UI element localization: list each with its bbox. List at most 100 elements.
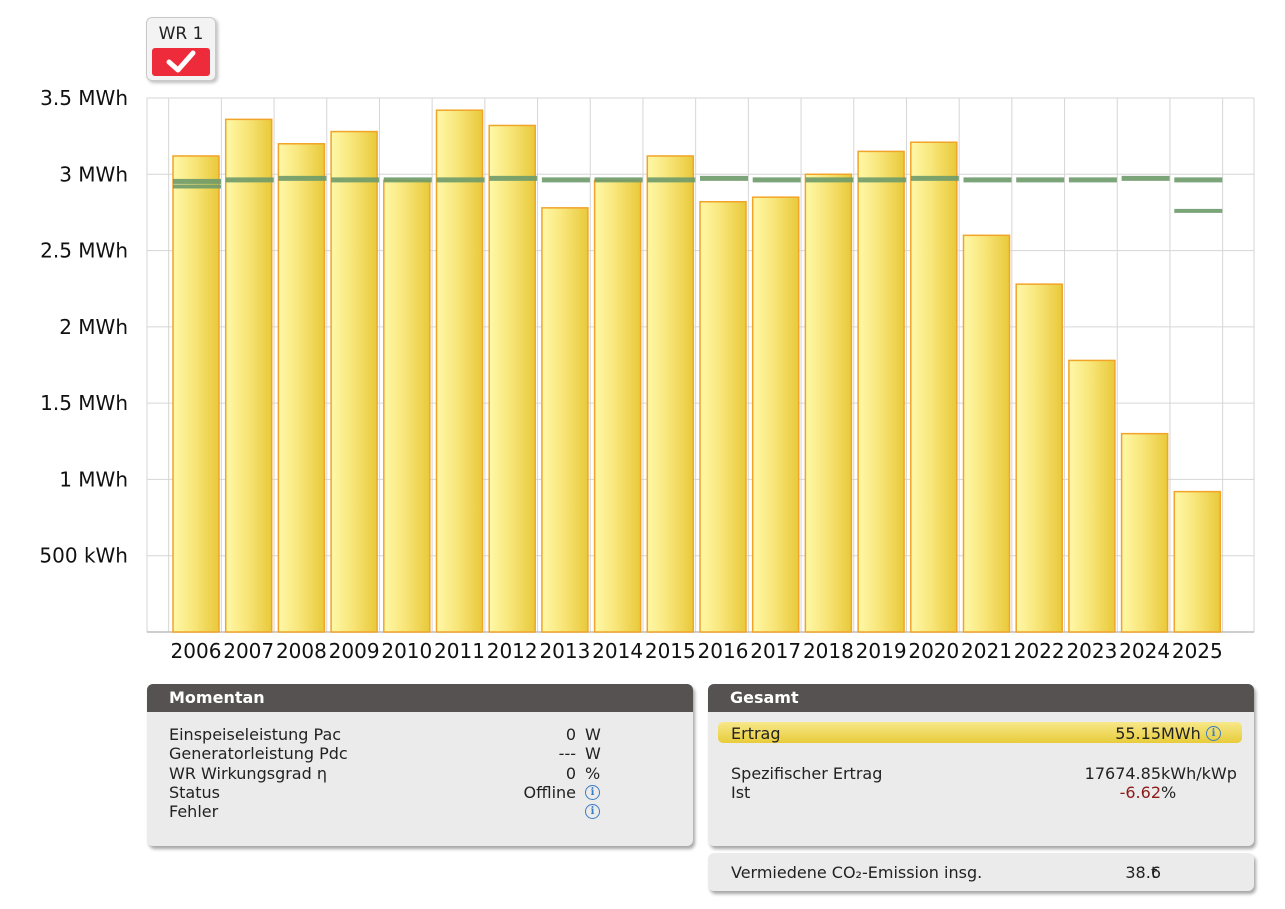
row-label: Ertrag xyxy=(731,724,781,743)
bar-2012 xyxy=(488,124,536,633)
row-value: 55.15 xyxy=(1115,724,1161,743)
row-ist: Ist -6.62 % xyxy=(731,783,1241,802)
status-info-icon[interactable]: i xyxy=(585,785,600,800)
row-unit: % xyxy=(1161,783,1177,802)
x-tick-label: 2010 xyxy=(381,639,432,663)
target-line-2022 xyxy=(1016,177,1065,183)
gesamt-title: Gesamt xyxy=(708,684,1254,712)
bar-2006 xyxy=(172,155,220,633)
bar-2008 xyxy=(277,143,326,633)
row-unit: MWh xyxy=(1161,724,1201,743)
inverter-button-label: WR 1 xyxy=(158,24,204,44)
co2-panel: Vermiedene CO₂-Emission insg. 38.6 t xyxy=(708,853,1254,891)
target-line-2009 xyxy=(331,177,380,183)
x-tick-label: 2014 xyxy=(592,639,643,663)
bar-2020 xyxy=(910,141,958,633)
x-tick-label: 2015 xyxy=(645,639,696,663)
x-axis-ticks: 2006 2007 2008 2009 2010 2011 2012 2013 2014 2015… xyxy=(171,639,1223,663)
ertrag-info-icon[interactable]: i xyxy=(1206,726,1221,741)
row-wirkungsgrad: WR Wirkungsgrad η 0 % xyxy=(169,764,669,783)
row-fehler: Fehler i xyxy=(169,802,669,821)
target-line-2011 xyxy=(436,177,485,183)
chart-bars xyxy=(172,109,1222,633)
x-tick-label: 2019 xyxy=(856,639,907,663)
row-spezifischer-ertrag: Spezifischer Ertrag 17674.85 kWh/kWp xyxy=(731,764,1241,783)
bar-2021 xyxy=(962,234,1011,633)
x-tick-label: 2013 xyxy=(539,639,590,663)
x-tick-label: 2023 xyxy=(1066,639,1117,663)
y-tick-label: 3.5 MWh xyxy=(40,86,128,110)
x-tick-label: 2009 xyxy=(329,639,380,663)
row-status: Status Offline i xyxy=(169,783,669,802)
row-unit: % xyxy=(585,764,601,783)
target-line-2025 xyxy=(1174,177,1223,183)
x-tick-label: 2021 xyxy=(961,639,1012,663)
row-label: Vermiedene CO₂-Emission insg. xyxy=(731,863,983,882)
target-line-2014 xyxy=(594,177,643,183)
extra-marker-2025 xyxy=(1174,208,1223,213)
momentan-title: Momentan xyxy=(147,684,693,712)
momentan-panel: Momentan Einspeiseleistung Pac 0 W Gener… xyxy=(147,684,693,846)
x-tick-label: 2016 xyxy=(698,639,749,663)
yearly-yield-chart: 500 kWh 1 MWh 1.5 MWh 2 MWh 2.5 MWh 3 MWh 3.5 … xyxy=(39,86,1255,663)
x-tick-label: 2024 xyxy=(1119,639,1170,663)
bar-2016 xyxy=(699,200,747,633)
row-unit: t xyxy=(1151,863,1158,882)
target-line-2016 xyxy=(700,175,748,181)
bar-2023 xyxy=(1068,359,1116,633)
bar-2017 xyxy=(751,196,800,633)
ertrag-highlight xyxy=(718,722,1242,743)
row-label: Spezifischer Ertrag xyxy=(731,764,883,783)
row-value: 0 xyxy=(565,725,576,744)
bar-2022 xyxy=(1015,283,1063,633)
target-line-2017 xyxy=(752,177,801,183)
row-value: Offline xyxy=(523,783,577,802)
y-tick-label: 2.5 MWh xyxy=(40,239,128,263)
x-tick-label: 2006 xyxy=(171,639,222,663)
target-lines xyxy=(173,175,1223,213)
x-tick-label: 2025 xyxy=(1172,639,1223,663)
row-value: 38.6 xyxy=(1125,863,1161,882)
row-unit: W xyxy=(585,725,601,744)
x-tick-label: 2022 xyxy=(1014,639,1065,663)
extra-marker-2006 xyxy=(173,184,221,189)
target-line-2023 xyxy=(1068,177,1117,183)
target-line-2006 xyxy=(173,178,221,184)
y-tick-label: 500 kWh xyxy=(39,544,128,568)
row-einspeiseleistung: Einspeiseleistung Pac 0 W xyxy=(169,725,669,744)
x-tick-label: 2020 xyxy=(908,639,959,663)
row-generatorleistung: Generatorleistung Pdc --- W xyxy=(169,744,669,763)
target-line-2008 xyxy=(278,175,327,181)
row-label: Einspeiseleistung Pac xyxy=(169,725,342,744)
row-label: Generatorleistung Pdc xyxy=(169,744,348,763)
row-co2: Vermiedene CO₂-Emission insg. 38.6 t xyxy=(731,863,1241,882)
y-tick-label: 1 MWh xyxy=(59,467,128,491)
bar-2011 xyxy=(435,109,484,633)
bar-2024 xyxy=(1120,432,1169,633)
bar-2025 xyxy=(1173,490,1222,633)
bar-2018 xyxy=(804,173,853,633)
y-tick-label: 1.5 MWh xyxy=(40,391,128,415)
target-line-2013 xyxy=(541,177,590,183)
row-label: Status xyxy=(169,783,220,802)
bar-2015 xyxy=(646,155,695,633)
target-line-2018 xyxy=(805,177,854,183)
row-value: --- xyxy=(558,744,576,763)
row-ertrag: Ertrag 55.15 MWh i xyxy=(731,724,1241,743)
y-tick-label: 2 MWh xyxy=(59,315,128,339)
row-label: WR Wirkungsgrad η xyxy=(169,764,327,783)
x-tick-label: 2011 xyxy=(434,639,485,663)
target-line-2012 xyxy=(489,175,538,181)
row-label: Ist xyxy=(731,783,751,802)
target-line-2015 xyxy=(647,177,696,183)
target-line-2021 xyxy=(963,177,1012,183)
x-tick-label: 2017 xyxy=(750,639,801,663)
target-line-2020 xyxy=(910,175,959,181)
bar-2013 xyxy=(541,207,589,633)
x-tick-label: 2008 xyxy=(276,639,327,663)
row-value: 17674.85 xyxy=(1084,764,1161,783)
fehler-info-icon[interactable]: i xyxy=(585,804,600,819)
inverter-button-wr1[interactable]: WR 1 xyxy=(146,17,216,81)
x-tick-label: 2007 xyxy=(223,639,274,663)
target-line-2010 xyxy=(383,177,432,183)
